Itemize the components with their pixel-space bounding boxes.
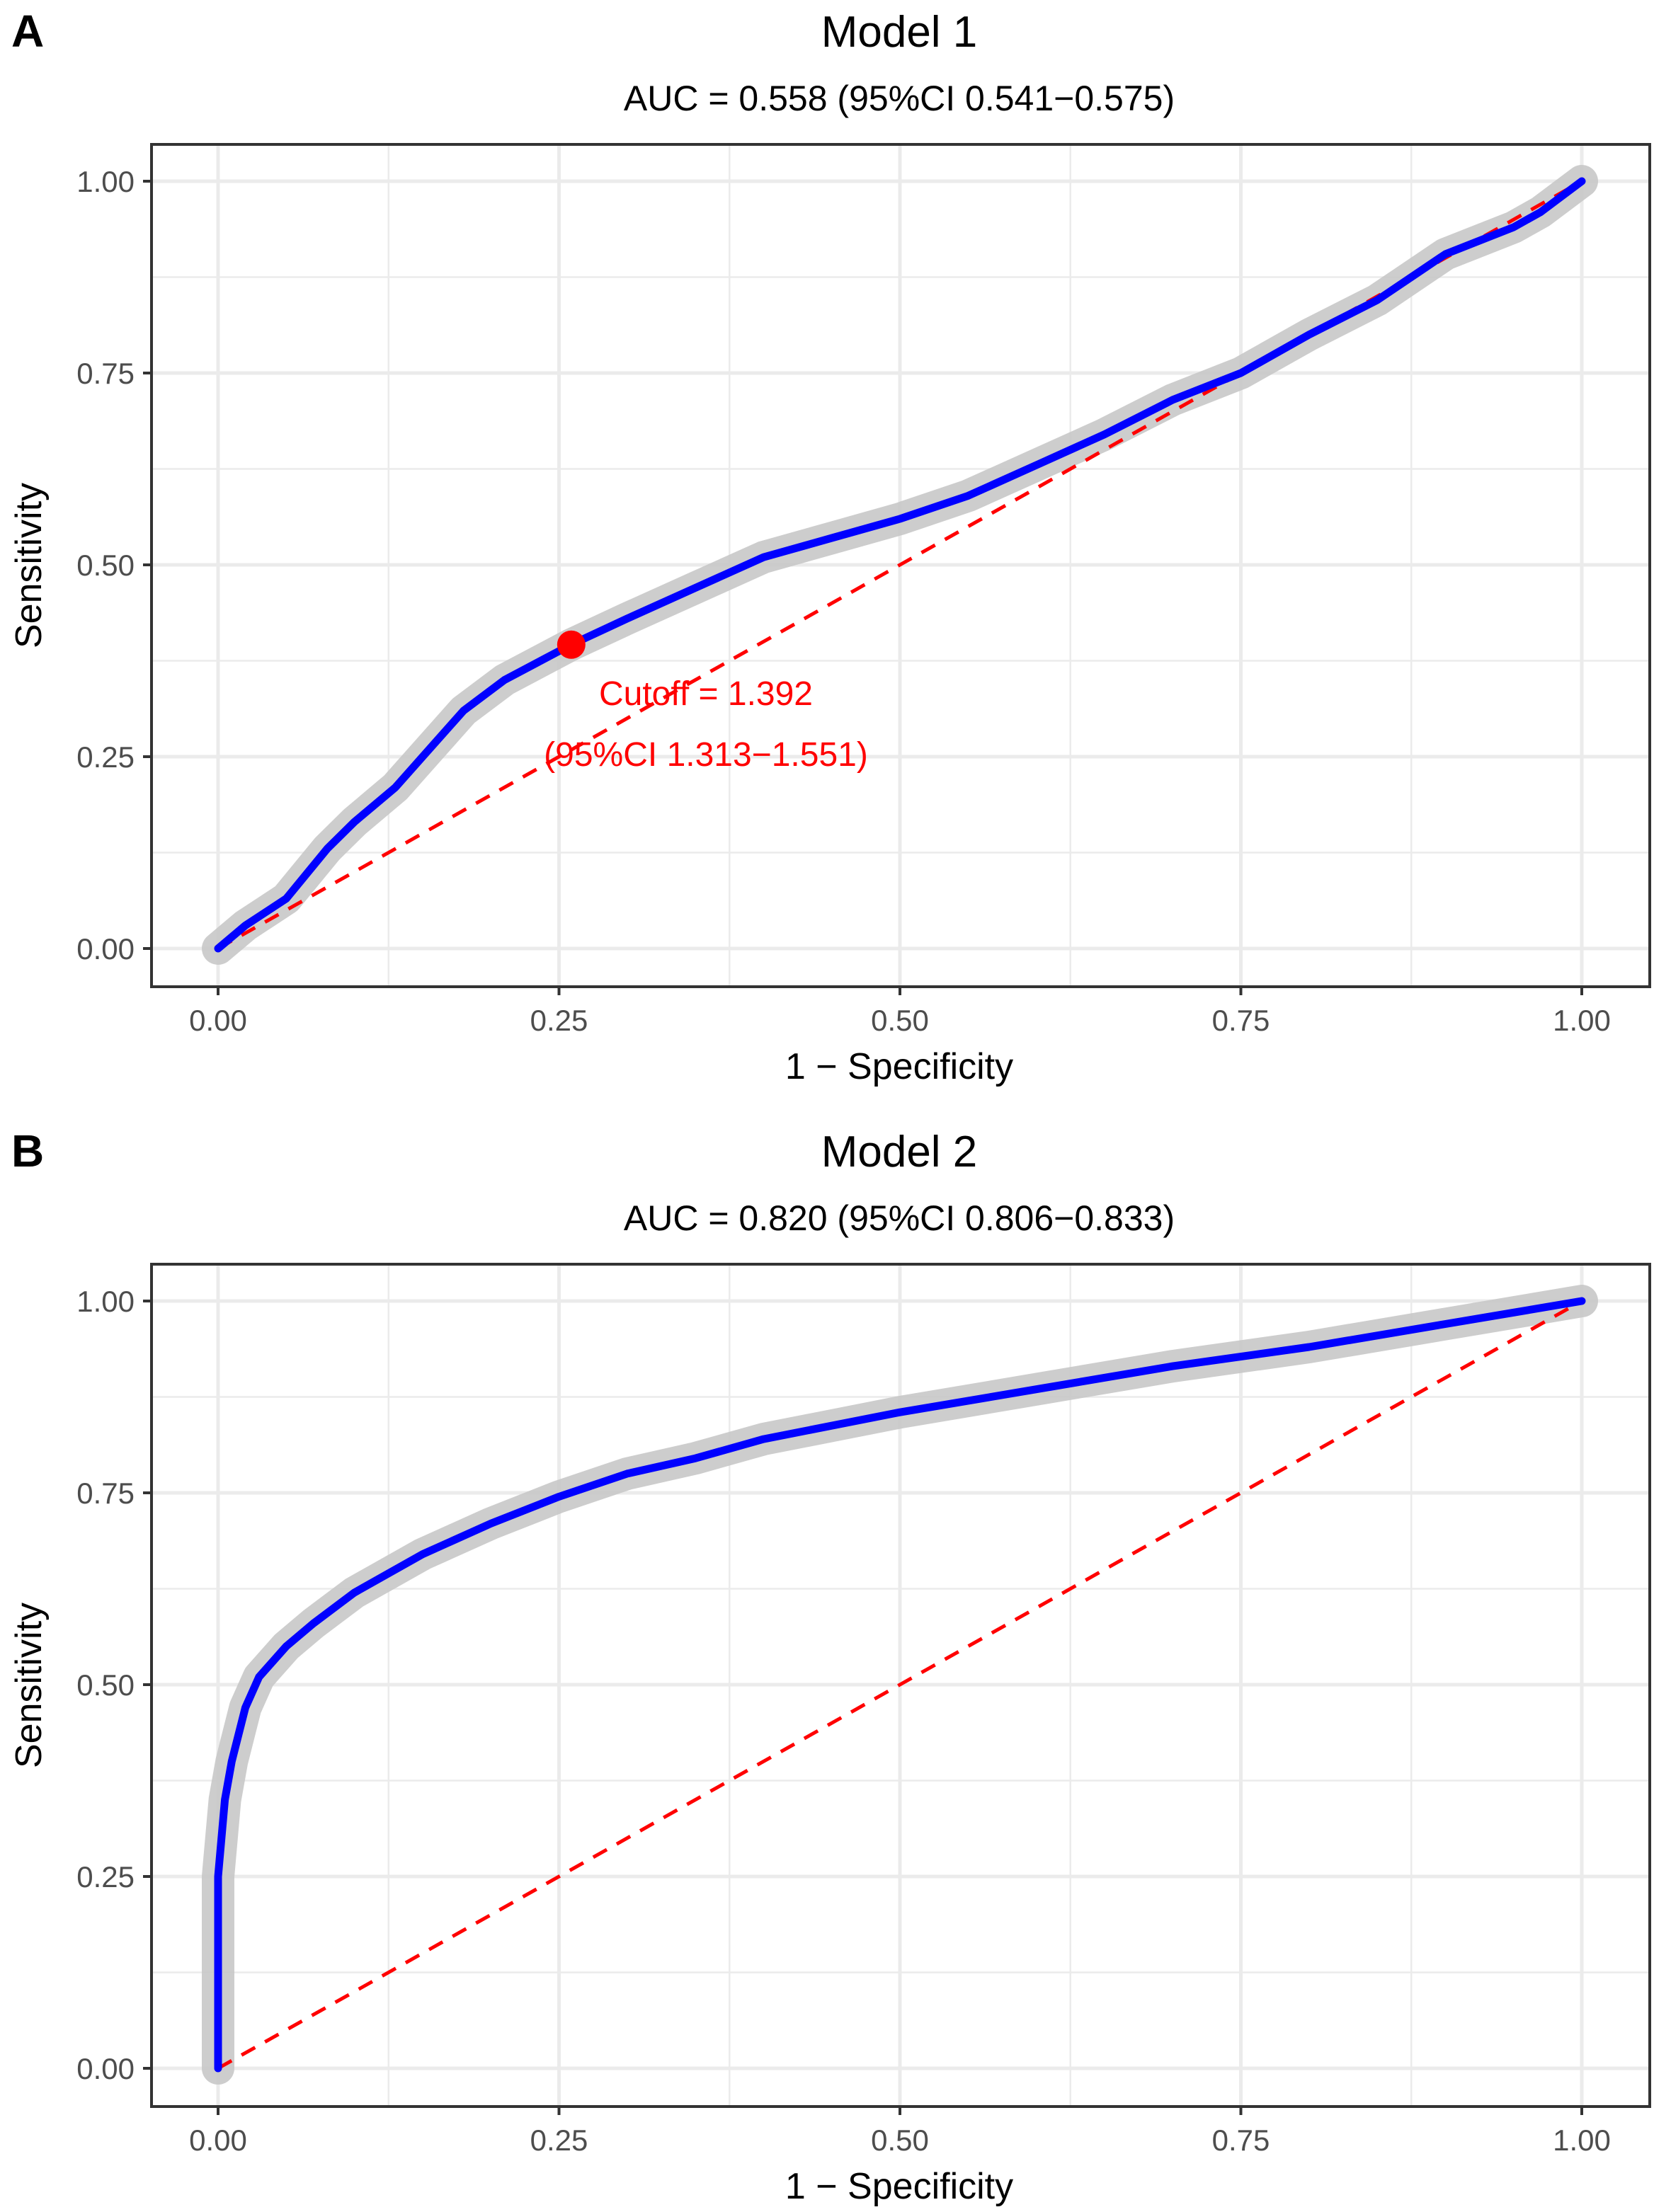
panel-label: A <box>11 6 44 57</box>
y-tick-label: 0.75 <box>76 1477 135 1510</box>
x-tick-label: 0.00 <box>189 1004 247 1037</box>
x-tick-label: 1.00 <box>1553 1004 1611 1037</box>
chart-title: Model 2 <box>821 1128 978 1176</box>
x-tick-label: 0.00 <box>189 2124 247 2157</box>
y-tick-label: 1.00 <box>76 165 135 198</box>
chart-title: Model 1 <box>821 8 978 57</box>
panel-border <box>150 143 1651 988</box>
y-axis-title: Sensitivity <box>8 1603 50 1768</box>
cutoff-point <box>557 630 586 659</box>
panel-label: B <box>11 1125 44 1176</box>
y-tick-label: 0.00 <box>76 932 135 965</box>
x-tick-label: 0.25 <box>530 2124 588 2157</box>
chart-subtitle: AUC = 0.820 (95%CI 0.806−0.833) <box>624 1198 1175 1238</box>
y-tick-label: 0.25 <box>76 1860 135 1893</box>
y-tick-label: 0.25 <box>76 740 135 774</box>
y-tick-label: 0.75 <box>76 357 135 390</box>
x-tick-label: 1.00 <box>1553 2124 1611 2157</box>
panel-border <box>150 1263 1651 2108</box>
x-tick-label: 0.75 <box>1212 1004 1270 1037</box>
y-tick-label: 0.00 <box>76 2052 135 2085</box>
y-axis-title: Sensitivity <box>8 483 50 648</box>
x-tick-label: 0.75 <box>1212 2124 1270 2157</box>
x-tick-label: 0.25 <box>530 1004 588 1037</box>
panel-b: B Model 2 AUC = 0.820 (95%CI 0.806−0.833) 0… <box>8 1125 1651 2207</box>
reference-diagonal <box>217 1299 1583 2070</box>
x-axis-title: 1 − Specificity <box>785 2166 1013 2207</box>
chart-subtitle: AUC = 0.558 (95%CI 0.541−0.575) <box>624 79 1175 118</box>
roc-curve <box>214 177 1586 953</box>
cutoff-ci-label: (95%CI 1.313−1.551) <box>544 736 868 774</box>
y-tick-label: 0.50 <box>76 549 135 582</box>
y-tick-label: 0.50 <box>76 1668 135 1702</box>
y-tick-label: 1.00 <box>76 1285 135 1318</box>
panel-a: A Model 1 AUC = 0.558 (95%CI 0.541−0.575) 0… <box>8 6 1651 1087</box>
cutoff-label: Cutoff = 1.392 <box>599 675 813 713</box>
roc-curve <box>214 1297 1586 2073</box>
x-axis-title: 1 − Specificity <box>785 1046 1013 1087</box>
x-tick-label: 0.50 <box>871 2124 929 2157</box>
x-tick-label: 0.50 <box>871 1004 929 1037</box>
